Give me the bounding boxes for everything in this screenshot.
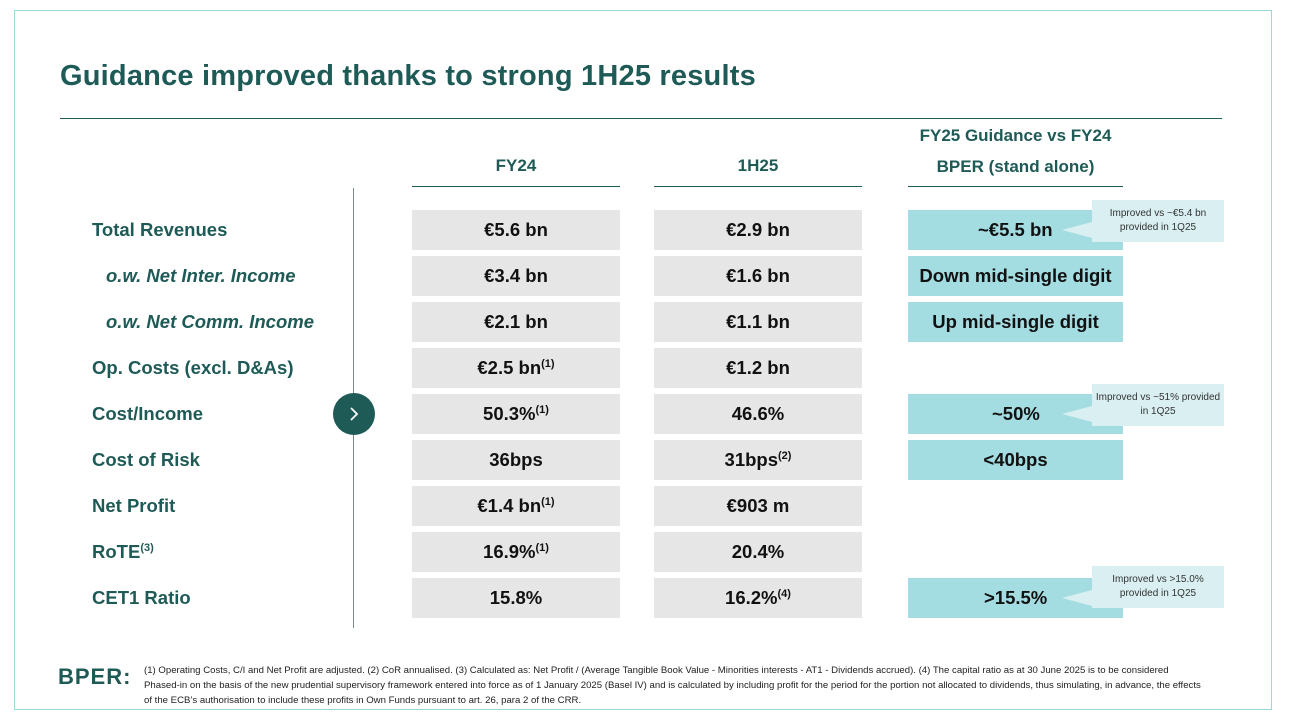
- h1-cell: €1.2 bn: [654, 348, 862, 388]
- fy24-cell: €2.1 bn: [412, 302, 620, 342]
- guidance-cell: <40bps: [908, 440, 1123, 480]
- footnote-ref: (1): [541, 495, 555, 508]
- fy24-cell: 15.8%: [412, 578, 620, 618]
- row-label: Op. Costs (excl. D&As): [92, 357, 294, 378]
- slide-frame: [14, 10, 1272, 710]
- fy24-cell: €1.4 bn(1): [412, 486, 620, 526]
- callout-pointer: [1062, 590, 1092, 606]
- row-label: Total Revenues: [92, 219, 228, 240]
- row-label: Cost/Income: [92, 403, 204, 424]
- column-header-fy24: FY24: [495, 156, 537, 175]
- callout-pointer: [1062, 222, 1092, 238]
- column-rule-fy24: [412, 186, 620, 187]
- footnote-ref: (1): [535, 541, 549, 554]
- footnotes: (1) Operating Costs, C/I and Net Profit …: [144, 665, 1201, 706]
- guidance-cell: Down mid-single digit: [908, 256, 1123, 296]
- footnote-ref: (2): [778, 449, 792, 462]
- column-rule-guidance: [908, 186, 1123, 187]
- column-header-guidance-line1: FY25 Guidance vs FY24: [919, 126, 1112, 145]
- h1-cell: €1.6 bn: [654, 256, 862, 296]
- fy24-cell: €2.5 bn(1): [412, 348, 620, 388]
- title-divider: [60, 118, 1222, 119]
- guidance-callout: Improved vs ~51% provided in 1Q25: [1092, 384, 1224, 426]
- h1-cell: €903 m: [654, 486, 862, 526]
- h1-cell: €1.1 bn: [654, 302, 862, 342]
- guidance-callout: Improved vs >15.0% provided in 1Q25: [1092, 566, 1224, 608]
- bper-logo: BPER:: [58, 664, 132, 689]
- guidance-cell: Up mid-single digit: [908, 302, 1123, 342]
- guidance-callout: Improved vs ~€5.4 bn provided in 1Q25: [1092, 200, 1224, 242]
- footnote-ref: (4): [777, 587, 791, 600]
- page-title: Guidance improved thanks to strong 1H25 …: [60, 60, 756, 92]
- fy24-cell: €5.6 bn: [412, 210, 620, 250]
- column-header-1h25: 1H25: [737, 156, 779, 175]
- row-label: CET1 Ratio: [92, 587, 191, 608]
- fy24-cell: €3.4 bn: [412, 256, 620, 296]
- footnote-ref: (3): [140, 541, 154, 554]
- fy24-cell: 36bps: [412, 440, 620, 480]
- row-label: RoTE(3): [92, 541, 154, 562]
- column-header-guidance-line2: BPER (stand alone): [936, 157, 1095, 176]
- row-label: o.w. Net Comm. Income: [106, 311, 314, 332]
- row-label: Net Profit: [92, 495, 176, 516]
- column-rule-1h25: [654, 186, 862, 187]
- chevron-right-icon[interactable]: [333, 393, 375, 435]
- footnote-ref: (1): [535, 403, 549, 416]
- h1-cell: 16.2%(4): [654, 578, 862, 618]
- row-label: Cost of Risk: [92, 449, 200, 470]
- h1-cell: €2.9 bn: [654, 210, 862, 250]
- footnote-ref: (1): [541, 357, 555, 370]
- row-label: o.w. Net Inter. Income: [106, 265, 296, 286]
- callout-pointer: [1062, 406, 1092, 422]
- h1-cell: 20.4%: [654, 532, 862, 572]
- fy24-cell: 50.3%(1): [412, 394, 620, 434]
- fy24-cell: 16.9%(1): [412, 532, 620, 572]
- h1-cell: 46.6%: [654, 394, 862, 434]
- h1-cell: 31bps(2): [654, 440, 862, 480]
